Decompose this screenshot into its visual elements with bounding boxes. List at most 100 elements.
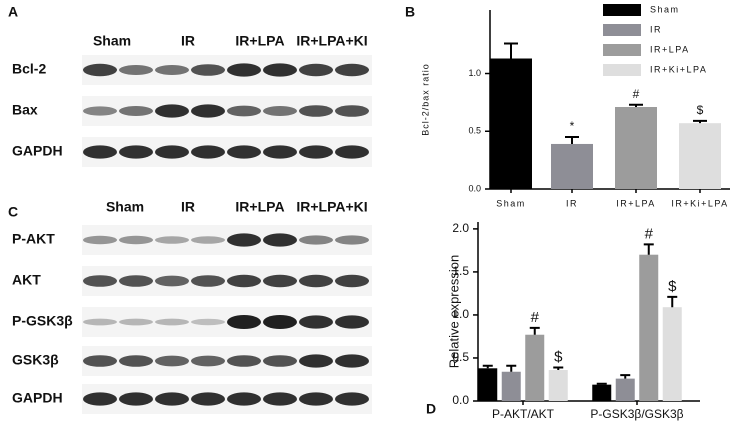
error-bar xyxy=(629,103,643,108)
y-axis-label: Relative expression xyxy=(446,255,461,368)
y-tick-label: 0.0 xyxy=(452,393,469,407)
blot-band xyxy=(83,63,117,77)
x-tick-label: IR+LPA xyxy=(616,198,656,208)
blot-band xyxy=(191,145,225,159)
blot-band xyxy=(83,145,117,159)
y-tick-label: 1.0 xyxy=(452,307,469,321)
bar xyxy=(501,371,521,401)
blot-band xyxy=(83,235,117,245)
y-tick-label: 2.0 xyxy=(452,221,469,235)
x-tick-label: Sham xyxy=(496,198,526,208)
blot-row-label: GSK3β xyxy=(12,352,59,368)
error-bar xyxy=(596,382,607,385)
panel-label: D xyxy=(426,401,436,417)
blot-band xyxy=(119,145,153,159)
blot-band xyxy=(227,392,261,406)
y-tick-label: 0.0 xyxy=(468,183,481,193)
blot-band xyxy=(83,275,117,287)
blot-band xyxy=(335,235,369,245)
blot-row-label: P-AKT xyxy=(12,231,55,247)
blot-band xyxy=(299,315,333,329)
blot-band xyxy=(227,63,261,77)
significance-label: # xyxy=(531,309,540,326)
blot-band xyxy=(263,355,297,367)
significance-label: $ xyxy=(668,278,677,295)
lane-group-label: IR xyxy=(181,199,195,215)
blot-row-label: AKT xyxy=(12,272,41,288)
blot-band xyxy=(335,392,369,406)
blot-band xyxy=(155,392,189,406)
legend-label: IR xyxy=(650,24,662,34)
blot-band xyxy=(227,233,261,247)
lane-group-label: IR+LPA+KI xyxy=(296,199,367,215)
blot-band xyxy=(335,354,369,368)
blot-band xyxy=(155,275,189,287)
legend-swatch xyxy=(603,44,641,56)
bar xyxy=(592,384,612,401)
blot-band xyxy=(119,355,153,367)
error-bar xyxy=(553,366,564,371)
blot-band xyxy=(227,274,261,288)
blot-band xyxy=(263,106,297,116)
blot-band xyxy=(191,236,225,244)
blot-band xyxy=(335,105,369,117)
lane-group-label: IR xyxy=(181,33,195,49)
lane-group-label: Sham xyxy=(106,199,144,215)
blot-band xyxy=(263,145,297,159)
blot-band xyxy=(299,63,333,77)
blot-band xyxy=(155,318,189,326)
blot-band xyxy=(335,274,369,288)
significance-label: # xyxy=(645,225,654,242)
blot-row-label: GAPDH xyxy=(12,143,63,159)
blot-band xyxy=(299,145,333,159)
blot-band xyxy=(299,235,333,245)
error-bar xyxy=(506,364,517,372)
lane-group-label: Sham xyxy=(93,33,131,49)
significance-label: # xyxy=(633,87,640,101)
significance-label: $ xyxy=(554,348,563,365)
blot-band xyxy=(119,392,153,406)
bar xyxy=(615,378,635,401)
legend-swatch xyxy=(603,24,641,36)
blot-band xyxy=(263,392,297,406)
blot-band xyxy=(83,392,117,406)
blot-band xyxy=(191,104,225,118)
blot-band xyxy=(191,392,225,406)
y-tick-label: 1.5 xyxy=(452,264,469,278)
lane-group-label: IR+LPA+KI xyxy=(296,33,367,49)
bar xyxy=(548,370,568,401)
blot-row-label: P-GSK3β xyxy=(12,313,73,329)
blot-band xyxy=(191,318,225,326)
error-bar xyxy=(504,42,518,59)
blot-band xyxy=(191,275,225,287)
bar xyxy=(525,334,545,401)
bar xyxy=(615,107,657,189)
blot-band xyxy=(155,104,189,118)
bar xyxy=(551,143,593,189)
legend-label: Sham xyxy=(650,4,680,14)
x-tick-label: IR+Ki+LPA xyxy=(671,198,728,208)
significance-label: $ xyxy=(697,103,704,117)
blot-band xyxy=(83,355,117,367)
bar xyxy=(478,368,498,401)
blot-band xyxy=(299,392,333,406)
blot-row-label: GAPDH xyxy=(12,390,63,406)
blot-band xyxy=(119,235,153,245)
blot-band xyxy=(155,355,189,367)
error-bar xyxy=(565,136,579,144)
blot-band xyxy=(227,315,261,329)
blot-band xyxy=(263,315,297,329)
blot-row-label: Bcl-2 xyxy=(12,61,46,77)
lane-group-label: IR+LPA xyxy=(235,199,284,215)
legend-swatch xyxy=(603,4,641,16)
panel-label: C xyxy=(8,204,18,220)
blot-row-label: Bax xyxy=(12,102,38,118)
bar xyxy=(662,307,682,401)
blot-band xyxy=(119,106,153,116)
error-bar xyxy=(693,119,707,124)
blot-band xyxy=(299,105,333,117)
error-bar xyxy=(643,243,654,255)
blot-band xyxy=(335,63,369,77)
error-bar xyxy=(482,364,493,369)
